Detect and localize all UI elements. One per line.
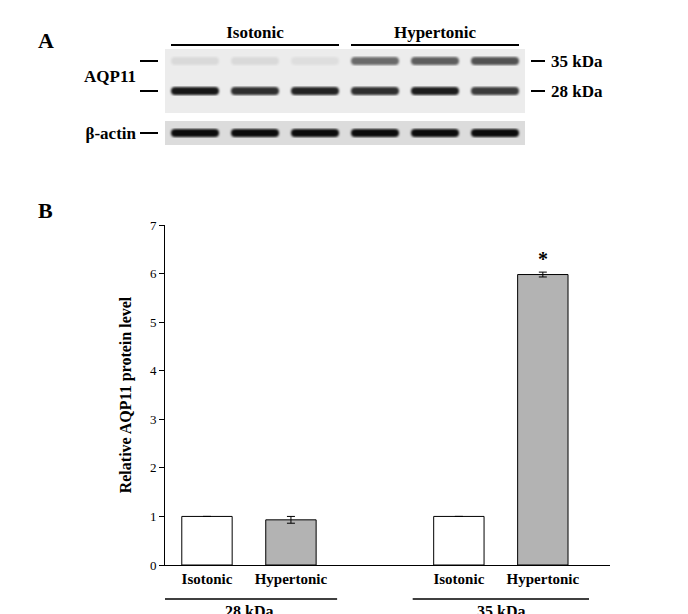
svg-text:AQP11: AQP11 <box>84 67 136 86</box>
svg-text:Isotonic: Isotonic <box>182 571 233 587</box>
svg-text:3: 3 <box>150 412 157 427</box>
svg-text:35 kDa: 35 kDa <box>477 603 525 614</box>
svg-text:Isotonic: Isotonic <box>226 23 284 42</box>
svg-text:Hypertonic: Hypertonic <box>394 23 477 42</box>
svg-text:Relative AQP11 protein level: Relative AQP11 protein level <box>117 296 135 493</box>
svg-text:2: 2 <box>150 460 157 475</box>
html-text:A: A <box>38 28 54 53</box>
svg-text:0: 0 <box>150 558 157 573</box>
svg-text:1: 1 <box>150 509 157 524</box>
svg-text:28 kDa: 28 kDa <box>551 82 603 101</box>
html-text:B: B <box>38 198 53 223</box>
svg-text:4: 4 <box>150 363 157 378</box>
svg-text:5: 5 <box>150 315 157 330</box>
svg-text:7: 7 <box>150 218 157 233</box>
svg-text:*: * <box>538 248 548 270</box>
svg-text:28 kDa: 28 kDa <box>225 603 273 614</box>
svg-text:Isotonic: Isotonic <box>433 571 484 587</box>
svg-text:Hypertonic: Hypertonic <box>507 571 580 587</box>
svg-text:β-actin: β-actin <box>85 124 136 143</box>
svg-text:6: 6 <box>150 266 157 281</box>
svg-text:35 kDa: 35 kDa <box>551 52 603 71</box>
svg-text:Hypertonic: Hypertonic <box>255 571 328 587</box>
